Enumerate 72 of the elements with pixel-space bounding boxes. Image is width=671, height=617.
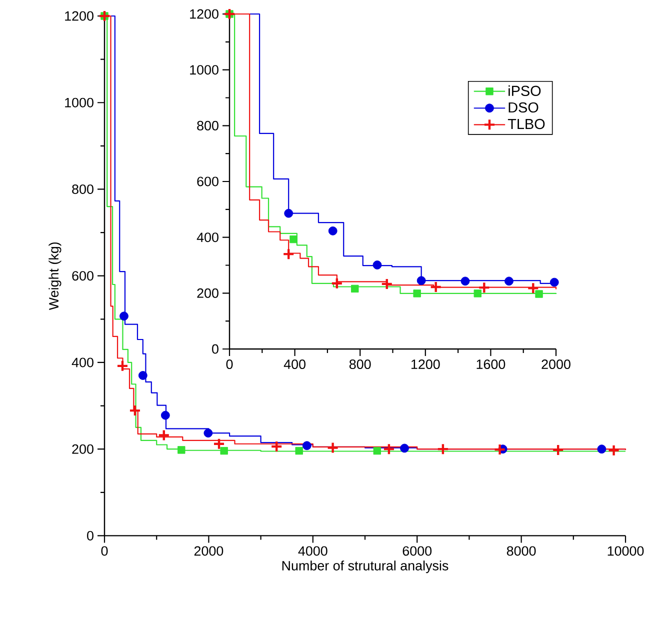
y-tick-label: 0 [212,344,218,354]
y-tick-label: 1200 [65,11,94,21]
x-tick-label: 2000 [542,360,570,370]
point [550,278,559,287]
point [98,10,111,22]
y-axis-title: Weight (kg) [48,242,62,310]
point [535,290,543,298]
point [270,440,283,453]
point [204,428,213,438]
y-tick-label: 800 [197,120,218,130]
y-tick-label: 200 [197,288,218,298]
point [436,442,450,456]
x-tick-label: 6000 [402,546,432,556]
legend-label: DSO [508,102,538,113]
x-tick-label: 10000 [608,546,644,556]
y-tick-label: 400 [196,232,218,242]
y-tick-label: 1000 [65,98,94,108]
y-tick-label: 1000 [190,65,218,75]
point [328,226,338,236]
point [212,438,226,450]
point [160,410,170,420]
point [351,284,359,293]
point [494,443,506,456]
point [430,280,442,294]
point [380,278,393,290]
point [116,360,129,372]
point [138,371,148,380]
point [597,444,606,454]
point [290,235,298,244]
y-tick-label: 0 [87,530,94,540]
point [527,282,540,294]
point [302,441,312,450]
point [220,446,228,455]
legend-label: iPSO [508,85,541,96]
point [284,208,294,218]
point [400,444,409,453]
x-axis-title: Number of strutural analysis [282,560,448,574]
point [478,281,490,294]
x-tick-label: 1200 [411,360,440,370]
point [373,446,381,455]
point [504,276,514,286]
point [372,260,382,270]
point [120,312,128,321]
x-tick-label: 800 [349,360,371,370]
x-tick-label: 0 [101,546,108,556]
x-tick-label: 0 [226,360,233,370]
point [128,404,142,417]
point [178,446,186,454]
x-tick-label: 1600 [476,360,506,370]
y-tick-label: 1200 [190,9,218,19]
point [382,442,396,456]
y-tick-label: 600 [197,176,218,186]
point [416,276,426,286]
point [552,444,564,456]
point [326,442,339,454]
point [295,446,303,455]
point [413,290,421,298]
y-tick-label: 800 [72,184,94,194]
point [223,8,236,20]
x-tick-label: 400 [284,360,306,370]
point [158,429,170,442]
y-tick-label: 600 [72,271,94,281]
point [460,276,470,286]
point [282,248,295,260]
x-tick-label: 4000 [298,546,328,556]
legend-label: TLBO [508,118,545,130]
x-tick-label: 8000 [506,546,536,556]
x-tick-label: 2000 [194,546,224,556]
point [330,277,344,290]
y-tick-label: 200 [72,444,94,454]
point [474,290,482,298]
point [608,444,620,456]
